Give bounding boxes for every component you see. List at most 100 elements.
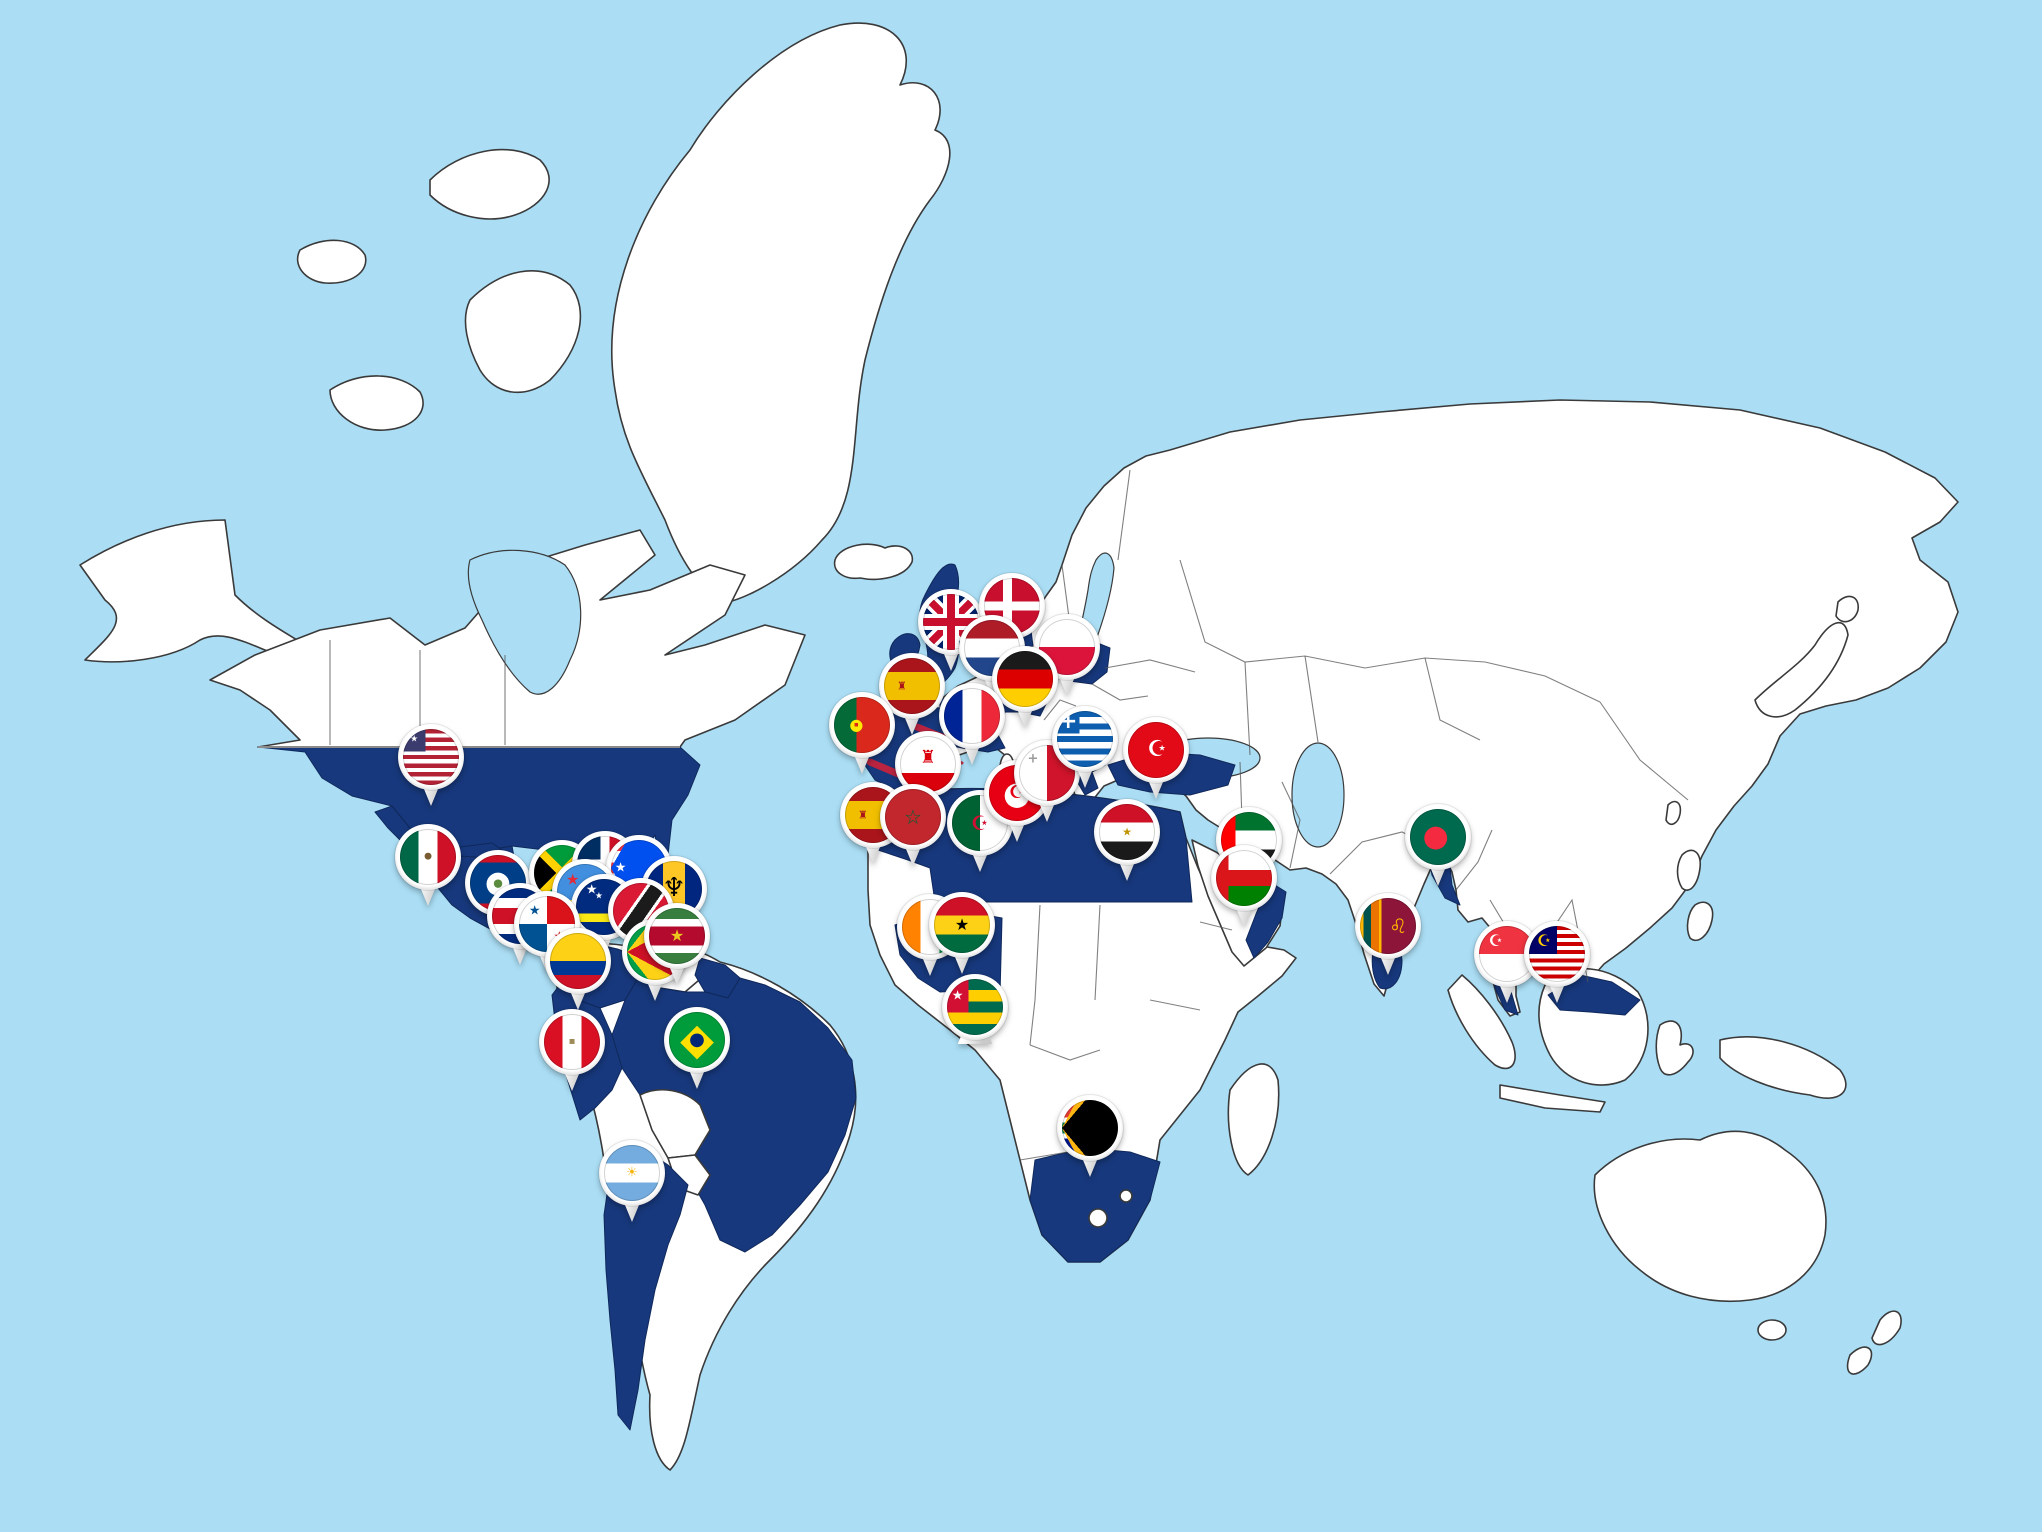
map-pin-tg[interactable]: ★ bbox=[937, 974, 1013, 1084]
pin-ring: + bbox=[1052, 706, 1118, 772]
gi-flag-icon: ♜ bbox=[900, 736, 956, 792]
pt-flag-emblem: ● bbox=[849, 715, 864, 734]
sg-flag-emblem: ☪ bbox=[1488, 931, 1503, 951]
pin-ring: ☆ bbox=[880, 784, 946, 850]
pin-ring: ★ bbox=[644, 903, 710, 969]
ma-flag-emblem: ☆ bbox=[904, 805, 922, 829]
island-taiwan bbox=[1665, 800, 1682, 826]
aw-flag-emblem: ★ bbox=[565, 870, 580, 889]
pin-ring: ♜ bbox=[879, 653, 945, 719]
gh-flag-emblem: ★ bbox=[954, 915, 970, 934]
us-flag-emblem: ★ bbox=[410, 734, 419, 745]
map-pin-mt[interactable]: + bbox=[1009, 740, 1085, 850]
map-pin-pt[interactable]: ● ▪ bbox=[824, 692, 900, 802]
caspian-sea bbox=[1291, 742, 1345, 848]
map-pin-de[interactable] bbox=[987, 646, 1063, 756]
om-flag-icon bbox=[1216, 850, 1272, 906]
gr-flag-icon: + bbox=[1057, 711, 1113, 767]
pe-flag-icon: ▪ bbox=[544, 1014, 600, 1070]
pin-ring bbox=[992, 646, 1058, 712]
island-tasmania bbox=[1757, 1319, 1787, 1341]
map-pin-br[interactable]: ◆ ● bbox=[659, 1007, 735, 1117]
tr-flag-icon: ☪ bbox=[1128, 722, 1184, 778]
my-flag-emblem: ☪ bbox=[1536, 931, 1552, 951]
gr-flag-emblem: + bbox=[1058, 711, 1078, 735]
mx-flag-icon: ● bbox=[400, 829, 456, 885]
pin-ring bbox=[545, 928, 611, 994]
map-pin-bd[interactable]: ● bbox=[1400, 804, 1476, 914]
lk-flag-icon: ♌ bbox=[1360, 898, 1416, 954]
bd-flag-emblem: ● bbox=[1422, 819, 1449, 854]
island-sulawesi bbox=[1655, 1020, 1694, 1076]
island-philippines bbox=[1676, 849, 1702, 891]
pin-ring: ★ bbox=[398, 724, 464, 790]
arctic-island bbox=[464, 270, 582, 394]
de-flag-icon bbox=[997, 651, 1053, 707]
fr-flag-icon bbox=[944, 688, 1000, 744]
map-pin-fr[interactable] bbox=[934, 683, 1010, 793]
map-pin-mx[interactable]: ● bbox=[390, 824, 466, 934]
pin-ring bbox=[1057, 1095, 1123, 1161]
pin-ring: ♌ bbox=[1355, 893, 1421, 959]
pin-ring: ▪ bbox=[539, 1009, 605, 1075]
tg-flag-icon: ★ bbox=[947, 979, 1003, 1035]
my-flag-icon: ☪ bbox=[1529, 926, 1585, 982]
pin-ring bbox=[1211, 845, 1277, 911]
island-japan bbox=[1754, 621, 1849, 718]
br-flag-emblem: ● bbox=[689, 1029, 705, 1050]
dz-flag-emblem: ☪ bbox=[971, 811, 989, 835]
island-hokkaido bbox=[1835, 595, 1859, 623]
bz-flag-emblem: ● bbox=[493, 876, 503, 890]
ar-flag-icon: ☀ bbox=[604, 1145, 660, 1201]
country-south-africa bbox=[1029, 1147, 1161, 1263]
map-pin-lk[interactable]: ♌ bbox=[1350, 893, 1426, 1003]
map-pin-ma[interactable]: ☆ bbox=[875, 784, 951, 894]
mx-flag-emblem: ● bbox=[424, 851, 432, 862]
sr-flag-emblem: ★ bbox=[669, 926, 685, 945]
map-pin-tr[interactable]: ☪ bbox=[1118, 717, 1194, 827]
pt-flag-emblem: ▪ bbox=[854, 720, 859, 729]
pin-ring: ☪ bbox=[1123, 717, 1189, 783]
country-argentina bbox=[603, 1149, 689, 1431]
map-pin-gh[interactable]: ★ bbox=[924, 892, 1000, 1002]
ar-flag-emblem: ☀ bbox=[626, 1165, 638, 1181]
map-pin-gr[interactable]: + bbox=[1047, 706, 1123, 816]
bd-flag-icon: ● bbox=[1410, 809, 1466, 865]
region-alaska bbox=[79, 519, 311, 663]
island-iceland bbox=[833, 543, 914, 581]
pin-ring: ☀ bbox=[599, 1140, 665, 1206]
arctic-island bbox=[296, 239, 367, 284]
pin-ring: ◆ ● bbox=[664, 1007, 730, 1073]
gh-flag-icon: ★ bbox=[934, 897, 990, 953]
map-pin-om[interactable] bbox=[1206, 845, 1282, 955]
ma-flag-icon: ☆ bbox=[885, 789, 941, 845]
island-java bbox=[1499, 1084, 1606, 1113]
map-pin-es[interactable]: ♜ bbox=[874, 653, 950, 763]
arctic-island bbox=[429, 148, 550, 220]
map-pin-pe[interactable]: ▪ bbox=[534, 1009, 610, 1119]
map-pin-my[interactable]: ☪ bbox=[1519, 921, 1595, 1031]
lk-flag-emblem: ♌ bbox=[1389, 914, 1408, 938]
tg-flag-emblem: ★ bbox=[951, 988, 964, 1004]
eg-flag-emblem: ★ bbox=[1122, 825, 1132, 839]
eg-flag-icon: ★ bbox=[1099, 804, 1155, 860]
island-new-zealand-north bbox=[1871, 1310, 1902, 1346]
map-pin-eg[interactable]: ★ bbox=[1089, 799, 1165, 909]
map-pin-us[interactable]: ★ bbox=[393, 724, 469, 834]
mt-flag-emblem: + bbox=[1027, 751, 1039, 767]
map-pin-dz[interactable]: ☪ bbox=[942, 790, 1018, 900]
us-flag-icon: ★ bbox=[403, 729, 459, 785]
map-pin-co[interactable] bbox=[540, 928, 616, 1038]
hudson-bay bbox=[467, 549, 582, 695]
continent-australia bbox=[1593, 1130, 1827, 1303]
pin-ring: ● ▪ bbox=[829, 692, 895, 758]
cw-flag-emblem: ★ bbox=[585, 882, 598, 898]
arctic-island bbox=[329, 375, 424, 431]
map-pin-sr[interactable]: ★ bbox=[639, 903, 715, 1013]
map-pin-za[interactable] bbox=[1052, 1095, 1128, 1205]
es-flag-emblem: ♜ bbox=[896, 679, 907, 693]
sr-flag-icon: ★ bbox=[649, 908, 705, 964]
map-pin-ar[interactable]: ☀ bbox=[594, 1140, 670, 1250]
